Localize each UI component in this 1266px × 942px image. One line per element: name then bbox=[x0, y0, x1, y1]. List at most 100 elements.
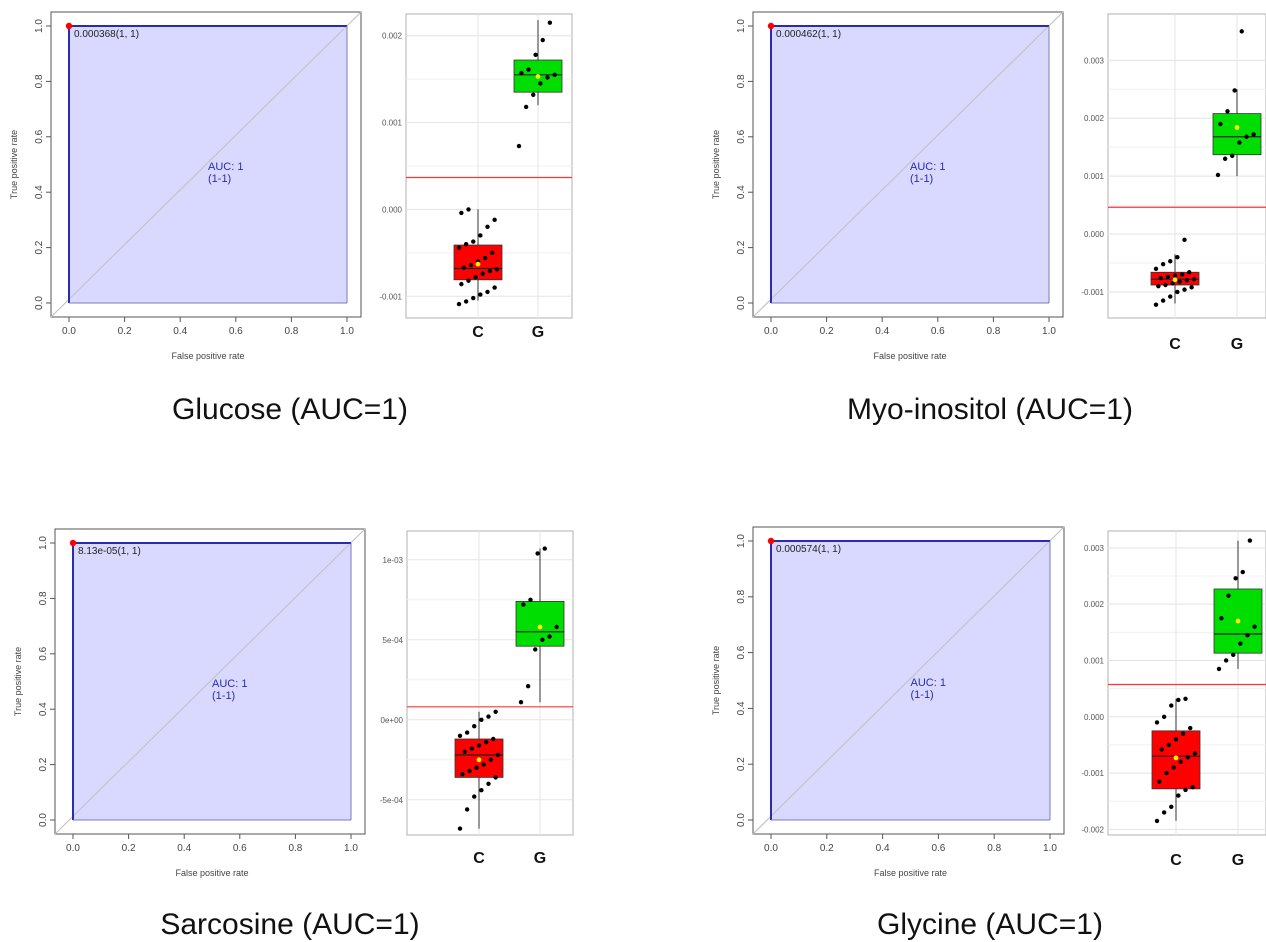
data-point bbox=[471, 295, 476, 301]
y-tick-label: 0.8 bbox=[736, 74, 747, 88]
auc-label: AUC: 1 bbox=[911, 677, 946, 689]
data-point bbox=[466, 278, 471, 283]
mean-point bbox=[537, 624, 543, 630]
boxplot-y-tick-label: 0.000 bbox=[1084, 713, 1105, 722]
y-tick-label: 0.6 bbox=[34, 129, 45, 143]
x-tick-label: 0.4 bbox=[876, 843, 890, 854]
y-tick-label: 0.0 bbox=[34, 296, 45, 310]
x-tick-label: 0.2 bbox=[118, 326, 132, 337]
panel-caption: Glycine (AUC=1) bbox=[877, 908, 1103, 941]
boxplot-y-tick-label: 0.003 bbox=[1084, 56, 1105, 65]
data-point bbox=[476, 743, 482, 748]
roc-frame bbox=[752, 11, 1064, 318]
boxplot-y-tick-label: 1e-03 bbox=[383, 556, 404, 565]
data-point bbox=[1230, 153, 1235, 159]
y-axis-label: True positive rate bbox=[9, 130, 19, 199]
data-point bbox=[459, 281, 464, 287]
data-point bbox=[486, 781, 491, 786]
threshold-point bbox=[69, 539, 77, 547]
data-point bbox=[462, 749, 467, 754]
y-tick-label: 0.6 bbox=[736, 645, 747, 659]
data-point bbox=[1161, 810, 1167, 815]
data-point bbox=[463, 241, 469, 247]
boxplot-y-tick-label: 0.001 bbox=[382, 119, 403, 128]
data-point bbox=[1215, 172, 1221, 178]
data-point bbox=[516, 143, 522, 149]
data-point bbox=[1165, 274, 1171, 280]
boxplot-y-tick-label: -0.002 bbox=[1081, 825, 1104, 834]
data-point bbox=[467, 768, 472, 774]
boxplot-y-tick-label: 0.003 bbox=[1084, 544, 1105, 553]
panel-3: 8.13e-05(1, 1) AUC: 1(1-1) 0.0 0.2 0.4 0.6 0.8… bbox=[13, 528, 574, 941]
roc-plot: 0.000368(1, 1) AUC: 1(1-1) 0.0 0.2 0.4 0.6 0.8… bbox=[9, 11, 362, 361]
data-point bbox=[538, 81, 543, 86]
y-tick-label: 1.0 bbox=[736, 19, 747, 33]
group-label-G: G bbox=[534, 850, 546, 867]
boxplot-y-tick-label: 0.001 bbox=[1084, 656, 1105, 665]
data-point bbox=[1218, 121, 1223, 127]
data-point bbox=[1232, 88, 1237, 93]
data-point bbox=[523, 104, 529, 110]
data-point bbox=[456, 245, 462, 250]
data-point bbox=[519, 70, 524, 76]
data-point bbox=[1238, 641, 1243, 646]
data-point bbox=[1168, 259, 1173, 264]
boxplot-y-tick-label: 0e+00 bbox=[381, 716, 404, 725]
y-tick-label: 0.0 bbox=[736, 813, 747, 827]
chance-diagonal bbox=[50, 11, 362, 318]
data-point bbox=[1179, 272, 1185, 277]
roc-plot: 8.13e-05(1, 1) AUC: 1(1-1) 0.0 0.2 0.4 0.6 0.8… bbox=[13, 528, 366, 878]
boxplot-y-tick-label: -0.001 bbox=[1081, 288, 1104, 297]
y-tick-label: 0.0 bbox=[38, 813, 49, 827]
data-point bbox=[1170, 281, 1175, 286]
data-point bbox=[531, 92, 536, 97]
x-axis-label: False positive rate bbox=[175, 868, 248, 878]
data-point bbox=[472, 794, 477, 799]
data-point bbox=[552, 72, 557, 78]
boxplot-y-tick-label: 0.002 bbox=[1084, 600, 1105, 609]
group-label-C: C bbox=[473, 850, 485, 867]
data-point bbox=[1153, 266, 1159, 271]
auc-ci-label: (1-1) bbox=[212, 690, 235, 702]
panel-caption: Glucose (AUC=1) bbox=[172, 393, 408, 426]
x-axis-label: False positive rate bbox=[874, 868, 947, 878]
threshold-point bbox=[65, 22, 73, 30]
data-point bbox=[1192, 751, 1198, 756]
data-point bbox=[492, 217, 497, 223]
box-C bbox=[1150, 237, 1200, 307]
threshold-point bbox=[767, 537, 775, 545]
data-point bbox=[1163, 282, 1168, 288]
data-point bbox=[488, 757, 494, 762]
box-C bbox=[1151, 696, 1201, 824]
data-point bbox=[1182, 287, 1187, 292]
data-point bbox=[492, 285, 497, 290]
data-point bbox=[1191, 277, 1197, 282]
boxplot-inner bbox=[407, 531, 573, 835]
mean-point bbox=[1235, 618, 1241, 624]
data-point bbox=[1180, 731, 1186, 736]
data-point bbox=[545, 75, 550, 80]
data-point bbox=[1185, 755, 1191, 760]
data-point bbox=[1189, 285, 1194, 290]
roc-plot: 0.000574(1, 1) AUC: 1(1-1) 0.0 0.2 0.4 0.6 0.8… bbox=[711, 526, 1065, 878]
data-point bbox=[486, 714, 491, 719]
data-point bbox=[1161, 714, 1167, 719]
y-axis-label: True positive rate bbox=[13, 647, 23, 716]
box-C bbox=[454, 709, 504, 831]
boxplot-y-tick-label: -0.001 bbox=[379, 292, 402, 301]
data-point bbox=[1245, 632, 1250, 638]
y-tick-label: 0.4 bbox=[736, 701, 747, 715]
data-point bbox=[525, 684, 531, 689]
y-tick-label: 1.0 bbox=[34, 19, 45, 33]
data-point bbox=[473, 274, 478, 280]
data-point bbox=[1239, 29, 1244, 34]
data-point bbox=[1252, 624, 1257, 629]
data-point bbox=[1216, 666, 1222, 672]
panel-2: 0.000462(1, 1) AUC: 1(1-1) 0.0 0.2 0.4 0.6 0.8… bbox=[711, 11, 1266, 426]
boxplot-inner bbox=[1108, 531, 1266, 835]
data-point bbox=[482, 255, 488, 261]
group-label-G: G bbox=[532, 324, 544, 341]
data-point bbox=[518, 700, 524, 705]
x-tick-label: 0.8 bbox=[987, 843, 1001, 854]
data-point bbox=[1233, 576, 1238, 581]
